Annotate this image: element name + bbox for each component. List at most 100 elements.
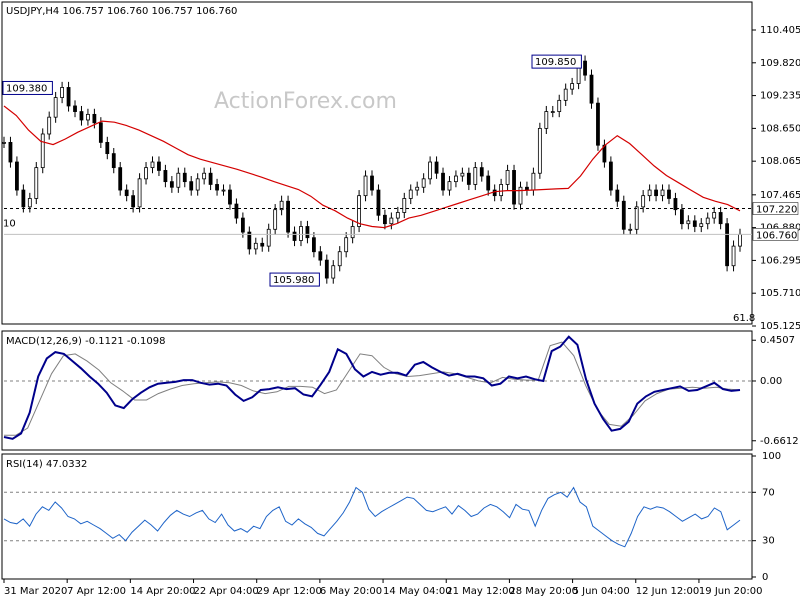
- price-candle-body: [512, 170, 516, 205]
- price-candle-body: [60, 87, 65, 98]
- price-candle-body: [253, 242, 258, 250]
- price-candle-body: [641, 195, 646, 208]
- price-candle-body: [273, 209, 278, 230]
- price-candle-body: [550, 111, 555, 113]
- price-candle-body: [176, 172, 181, 188]
- price-candle-body: [583, 60, 587, 76]
- price-candle-body: [525, 186, 529, 191]
- macd-tick-label: -0.6612: [760, 436, 799, 447]
- price-candle-body: [66, 87, 71, 107]
- price-candle-body: [505, 170, 510, 185]
- x-tick-label: 22 Apr 04:00: [194, 586, 259, 597]
- price-candle-body: [331, 265, 336, 279]
- price-candle-body: [654, 189, 658, 197]
- rsi-tick-label: 70: [762, 487, 775, 498]
- rsi-axis: 100 70 30 0: [4, 451, 781, 583]
- high-label-109850: 109.850: [535, 57, 576, 68]
- price-candle-body: [137, 178, 142, 208]
- macd-axis: 0.4507 0.00 -0.6612: [4, 335, 799, 447]
- price-candle-body: [144, 167, 148, 180]
- price-series: [2, 55, 742, 284]
- price-candle-body: [563, 88, 568, 101]
- price-candle-body: [705, 217, 710, 225]
- price-candle-body: [531, 172, 536, 191]
- price-candle-body: [499, 184, 504, 197]
- price-candle-body: [615, 189, 620, 202]
- price-candle-body: [286, 200, 290, 233]
- price-candle-body: [124, 189, 129, 197]
- price-candle-body: [8, 142, 13, 163]
- price-candle-body: [208, 172, 213, 185]
- price-candle-body: [718, 212, 723, 225]
- macd-tick-label: 0.4507: [760, 335, 795, 346]
- price-candle-body: [395, 212, 400, 219]
- price-candle-body: [679, 209, 684, 225]
- price-candle-body: [279, 200, 284, 211]
- price-candle-body: [370, 175, 374, 191]
- price-candle-body: [363, 175, 368, 197]
- price-candle-body: [182, 172, 187, 183]
- price-candle-body: [667, 189, 671, 199]
- price-candle-body: [47, 116, 52, 135]
- high-label-109850-box: [531, 54, 582, 69]
- price-candle-body: [518, 186, 523, 205]
- price-candle-body: [34, 167, 39, 199]
- price-candle-body: [111, 153, 116, 169]
- price-candle-body: [247, 231, 252, 250]
- price-candle-body: [415, 186, 420, 191]
- price-candle-body: [434, 161, 439, 174]
- price-candle-body: [98, 122, 103, 143]
- price-candle-body: [337, 251, 342, 267]
- low-label-105980-box: [269, 272, 320, 287]
- price-panel-title: USDJPY,H4 106.757 106.760 106.757 106.76…: [6, 6, 237, 17]
- rsi-line: [3, 486, 741, 548]
- x-tick-label: 14 Apr 20:00: [130, 586, 195, 597]
- price-candle-body: [621, 200, 626, 230]
- price-candle-body: [318, 251, 323, 261]
- price-candle-body: [150, 161, 155, 169]
- price-tick-label: 109.235: [760, 91, 800, 102]
- price-candle-body: [441, 172, 445, 191]
- price-candle-body: [447, 181, 452, 191]
- price-candle-body: [21, 189, 26, 208]
- price-candle-body: [357, 195, 361, 227]
- rsi-series: [3, 486, 741, 548]
- price-panel-frame: [1, 1, 753, 325]
- price-candle-body: [460, 172, 465, 177]
- price-tick-label: 105.710: [760, 288, 800, 299]
- price-candle-body: [557, 99, 562, 112]
- macd-signal-line: [4, 341, 741, 436]
- price-tick-label: 110.405: [760, 25, 800, 36]
- x-tick-label: 29 Apr 12:00: [257, 586, 322, 597]
- price-candle-body: [692, 220, 697, 227]
- price-candle-body: [324, 259, 329, 279]
- x-tick-label: 19 Jun 20:00: [699, 586, 763, 597]
- price-candle-body: [686, 220, 691, 225]
- hline-value-flag-bg: [752, 202, 799, 215]
- price-candle-body: [479, 167, 484, 177]
- price-tick-label: 106.295: [760, 255, 800, 266]
- price-candle-body: [169, 181, 174, 188]
- price-candle-body: [486, 175, 491, 191]
- x-tick-label: 14 May 04:00: [383, 586, 452, 597]
- price-candle-body: [15, 161, 19, 191]
- low-label-105980: 105.980: [273, 275, 314, 286]
- price-tick-label: 108.650: [760, 123, 800, 134]
- price-candle-body: [260, 242, 265, 247]
- price-candle-body: [240, 217, 245, 233]
- last-price-flag: 106.760: [756, 230, 797, 241]
- price-candle-body: [234, 203, 239, 219]
- price-candle-body: [92, 113, 97, 124]
- macd-panel-title: MACD(12,26,9) -0.1121 -0.1098: [6, 336, 166, 347]
- price-candle-body: [712, 212, 717, 219]
- rsi-tick-label: 100: [762, 451, 781, 462]
- last-price-flag-bg: [752, 228, 799, 241]
- price-candle-body: [311, 237, 316, 253]
- price-candle-body: [215, 184, 219, 191]
- price-candle-body: [53, 97, 58, 118]
- x-tick-label: 21 May 12:00: [446, 586, 515, 597]
- price-candle-body: [27, 198, 32, 208]
- fib-level-label: 61.8: [733, 313, 755, 324]
- price-candle-body: [376, 189, 381, 216]
